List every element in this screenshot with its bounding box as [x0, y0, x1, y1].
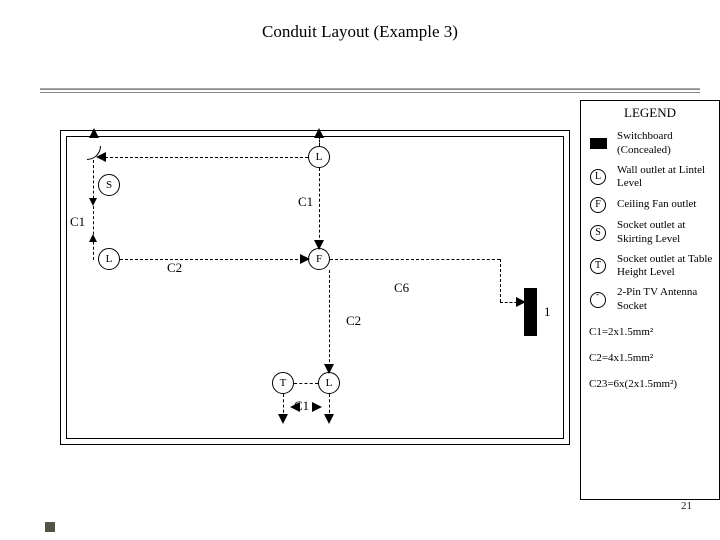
node-F: F — [308, 248, 330, 270]
legend-label: Wall outlet at Lintel Level — [617, 164, 713, 192]
legend-panel: LEGEND Switchboard (Concealed) L Wall ou… — [580, 100, 720, 500]
conduit-F-down — [329, 270, 330, 372]
spec-C2: C2=4x1.5mm² — [581, 349, 719, 367]
conduit-F-sb-h — [330, 259, 500, 260]
arrow-C1-bot-r — [312, 402, 322, 412]
page-number: 21 — [681, 500, 692, 512]
switchboard-icon — [590, 138, 607, 149]
legend-label: Switchboard (Concealed) — [617, 130, 713, 158]
conduit-left-v — [93, 160, 94, 260]
arrow-into-F — [314, 240, 324, 250]
arrow-T-down — [278, 414, 288, 424]
conduit-T-L — [294, 383, 318, 384]
legend-label: Socket outlet at Table Height Level — [617, 253, 713, 281]
label-C1-top: C1 — [298, 194, 313, 210]
switchboard — [524, 288, 537, 336]
node-L-bottom: L — [318, 372, 340, 394]
arrow-C1-bot-l — [290, 402, 300, 412]
label-C2-right: C2 — [346, 313, 361, 329]
conduit-Lleft-F — [120, 259, 308, 260]
F-icon: F — [590, 197, 606, 213]
legend-item-switchboard: Switchboard (Concealed) — [581, 127, 719, 161]
dbl-up-left — [89, 234, 97, 242]
legend-item-S: S Socket outlet at Skirting Level — [581, 216, 719, 250]
S-icon: S — [590, 225, 606, 241]
label-C2-left: C2 — [167, 260, 182, 276]
legend-label: 2-Pin TV Antenna Socket — [617, 286, 713, 314]
arrow-Lb-down — [324, 414, 334, 424]
legend-item-F: F Ceiling Fan outlet — [581, 194, 719, 216]
conduit-F-sb-v — [500, 259, 501, 302]
legend-title: LEGEND — [581, 101, 719, 127]
tv-icon: - — [590, 292, 606, 308]
node-L-left: L — [98, 248, 120, 270]
footer-marker — [45, 522, 55, 532]
node-S: S — [98, 174, 120, 196]
node-T: T — [272, 372, 294, 394]
arrow-topL-up — [314, 128, 324, 138]
legend-item-tv: - 2-Pin TV Antenna Socket — [581, 283, 719, 317]
legend-label: Ceiling Fan outlet — [617, 198, 696, 212]
label-C1-left: C1 — [70, 214, 85, 230]
arrow-into-sb — [516, 297, 526, 307]
conduit-top-h — [100, 157, 308, 158]
label-C6: C6 — [394, 280, 409, 296]
arrow-F-down — [324, 364, 334, 374]
arrow-top-left — [96, 152, 106, 162]
node-L-top: L — [308, 146, 330, 168]
legend-item-T: T Socket outlet at Table Height Level — [581, 250, 719, 284]
T-icon: T — [590, 258, 606, 274]
legend-item-L: L Wall outlet at Lintel Level — [581, 161, 719, 195]
conduit-L-to-F — [319, 168, 320, 248]
page-title: Conduit Layout (Example 3) — [0, 0, 720, 42]
room-inner — [66, 136, 564, 439]
L-icon: L — [590, 169, 606, 185]
legend-label: Socket outlet at Skirting Level — [617, 219, 713, 247]
dbl-down-left — [89, 198, 97, 206]
arrow-corner-up — [89, 128, 99, 138]
switchboard-label: 1 — [544, 304, 551, 320]
arrow-to-F-left — [300, 254, 310, 264]
spec-C23: C23=6x(2x1.5mm²) — [581, 375, 719, 393]
spec-C1: C1=2x1.5mm² — [581, 323, 719, 341]
diagram-canvas: 1 L S L F T L C1 C1 C2 C6 C2 C1 LEGE — [40, 88, 700, 518]
